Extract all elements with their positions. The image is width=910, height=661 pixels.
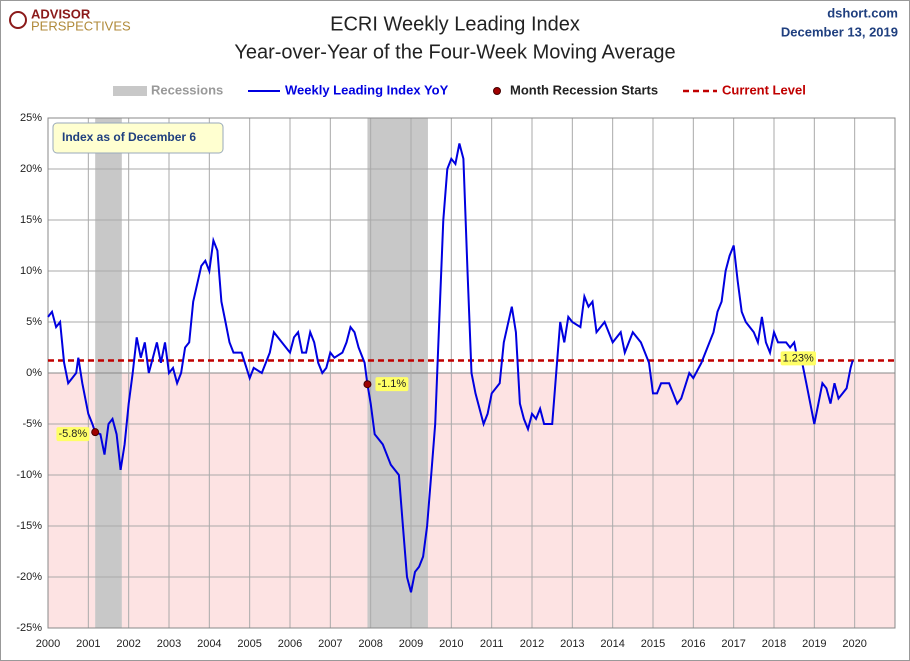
y-tick-label: 10% — [20, 265, 42, 277]
x-tick-label: 2010 — [439, 638, 463, 650]
x-tick-label: 2009 — [399, 638, 423, 650]
x-tick-label: 2005 — [237, 638, 261, 650]
x-tick-label: 2008 — [358, 638, 382, 650]
negative-zone — [48, 373, 895, 628]
chart-subtitle: Year-over-Year of the Four-Week Moving A… — [234, 41, 675, 63]
x-tick-label: 2020 — [842, 638, 866, 650]
x-tick-label: 2007 — [318, 638, 342, 650]
x-tick-label: 2003 — [157, 638, 181, 650]
y-tick-label: -20% — [16, 571, 42, 583]
data-label: -1.1% — [377, 378, 406, 390]
label-background — [780, 351, 817, 366]
data-label-group: 1.23% — [780, 351, 817, 366]
y-tick-label: -10% — [16, 469, 42, 481]
legend: Recessions Weekly Leading Index YoY Month … — [113, 82, 806, 97]
annotation-text: Index as of December 6 — [62, 130, 196, 144]
x-tick-label: 2019 — [802, 638, 826, 650]
x-tick-label: 2001 — [76, 638, 100, 650]
y-tick-label: -5% — [22, 418, 42, 430]
date: December 13, 2019 — [781, 24, 898, 39]
x-tick-label: 2013 — [560, 638, 584, 650]
annotation-box — [52, 122, 224, 154]
y-tick-label: 0% — [26, 367, 42, 379]
logo-icon — [9, 11, 27, 29]
data-label: -5.8% — [58, 428, 87, 440]
data-label: 1.23% — [783, 352, 814, 364]
legend-label: Month Recession Starts — [510, 82, 658, 97]
x-tick-label: 2000 — [36, 638, 60, 650]
x-tick-label: 2012 — [520, 638, 544, 650]
legend-swatch — [113, 86, 147, 96]
logo-bottom: PERSPECTIVES — [31, 18, 131, 33]
data-label-group: -5.8% — [56, 427, 90, 442]
y-tick-label: 20% — [20, 163, 42, 175]
y-tick-label: 15% — [20, 214, 42, 226]
x-tick-label: 2018 — [762, 638, 786, 650]
label-background — [375, 377, 409, 392]
legend-label: Weekly Leading Index YoY — [285, 82, 449, 97]
x-tick-label: 2014 — [600, 638, 624, 650]
recession-start-marker — [363, 380, 372, 389]
data-label-group: -1.1% — [375, 377, 409, 392]
y-tick-label: 5% — [26, 316, 42, 328]
x-tick-label: 2011 — [480, 638, 504, 650]
x-tick-label: 2016 — [681, 638, 705, 650]
chart-title: ECRI Weekly Leading Index — [330, 13, 580, 35]
annotation: Index as of December 6 — [52, 122, 224, 154]
recession-start-marker — [91, 428, 100, 437]
label-background — [56, 427, 90, 442]
y-tick-label: -25% — [16, 622, 42, 634]
logo-top: ADVISOR — [31, 6, 91, 21]
legend-label: Recessions — [151, 82, 223, 97]
logo: ADVISOR PERSPECTIVES — [9, 6, 131, 33]
legend-swatch — [493, 87, 501, 95]
y-tick-label: 25% — [20, 112, 42, 124]
x-tick-label: 2015 — [641, 638, 665, 650]
legend-label: Current Level — [722, 82, 806, 97]
x-tick-label: 2002 — [116, 638, 140, 650]
x-tick-label: 2004 — [197, 638, 221, 650]
y-tick-label: -15% — [16, 520, 42, 532]
data-line — [47, 143, 854, 593]
plot-border — [47, 117, 896, 629]
x-tick-label: 2006 — [278, 638, 302, 650]
source: dshort.com — [827, 5, 898, 20]
x-tick-label: 2017 — [721, 638, 745, 650]
